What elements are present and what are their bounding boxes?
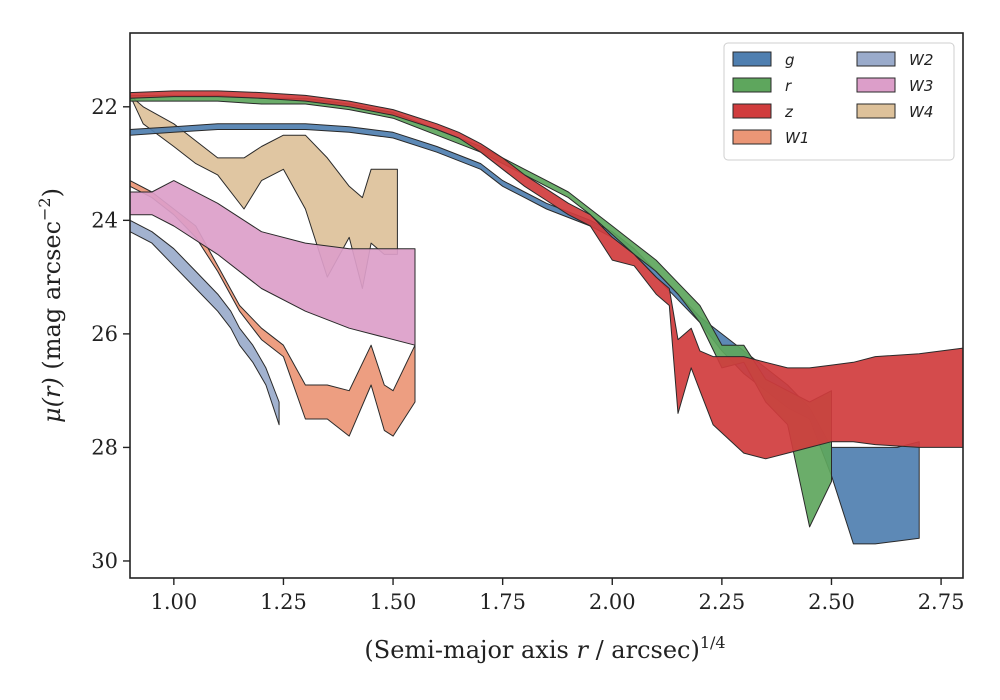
x-tick-label: 2.25 [698, 590, 745, 614]
band-z [130, 90, 963, 460]
band-w4 [130, 94, 398, 289]
axis-ticks: 1.00 1.25 1.50 1.75 2.00 2.25 2.50 2.75 22 24 26 28… [91, 95, 964, 614]
band-g [130, 123, 920, 545]
legend-swatch-w4 [856, 103, 896, 119]
x-tick-label: 1.25 [260, 590, 307, 614]
x-tick-label: 1.00 [150, 590, 197, 614]
y-tick-label: 26 [91, 322, 118, 346]
legend-label-z: z [784, 103, 794, 121]
legend-swatch-w3 [856, 77, 896, 93]
legend-swatch-w1 [732, 129, 772, 145]
legend-label-w1: W1 [785, 129, 809, 147]
legend-box [723, 42, 955, 161]
x-tick-label: 2.75 [918, 590, 965, 614]
x-tick-label: 2.00 [589, 590, 636, 614]
y-axis-label: μ(r) (mag arcsec−2) [35, 188, 66, 423]
y-tick-label: 24 [91, 208, 118, 232]
axes-frame [129, 32, 964, 579]
legend-swatch-w2 [856, 51, 896, 67]
x-tick-label: 2.50 [808, 590, 855, 614]
axis-labels: (Semi-major axis r / arcsec)1/4 μ(r) (mag… [35, 188, 726, 664]
legend-swatch-r [732, 77, 772, 93]
data-bands [130, 90, 963, 545]
legend-label-w2: W2 [909, 51, 933, 69]
y-tick-label: 30 [91, 549, 118, 573]
band-w2 [130, 219, 280, 426]
x-tick-label: 1.50 [370, 590, 417, 614]
x-tick-label: 1.75 [479, 590, 526, 614]
band-w3 [130, 180, 416, 346]
legend-label-w4: W4 [909, 103, 933, 121]
y-tick-label: 22 [91, 95, 118, 119]
band-w1 [130, 180, 416, 437]
legend-swatch-g [732, 51, 772, 67]
legend: grz W1 W2 W3 W4 [723, 42, 955, 161]
legend-label-w3: W3 [909, 77, 933, 95]
legend-label-g: g [785, 51, 795, 69]
legend-swatch-z [732, 103, 772, 119]
y-tick-label: 28 [91, 435, 118, 459]
x-axis-label: (Semi-major axis r / arcsec)1/4 [364, 633, 725, 664]
legend-label-r: r [785, 77, 792, 95]
